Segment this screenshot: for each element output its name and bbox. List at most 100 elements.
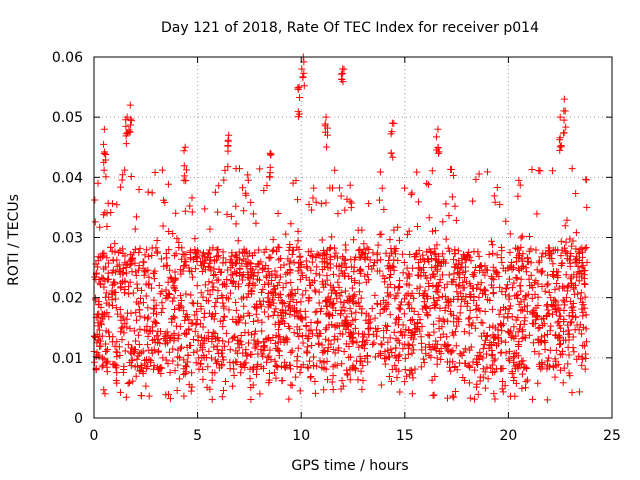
- data-point: [453, 366, 461, 374]
- data-point: [537, 269, 545, 277]
- data-point: [254, 350, 262, 358]
- data-point: [399, 269, 407, 277]
- chart-title: Day 121 of 2018, Rate Of TEC Index for r…: [161, 20, 539, 36]
- data-point: [266, 149, 274, 157]
- data-point: [274, 281, 282, 289]
- data-point: [132, 213, 140, 221]
- data-point: [286, 298, 294, 306]
- data-point: [565, 336, 573, 344]
- data-point: [475, 293, 483, 301]
- data-point: [322, 199, 330, 207]
- data-point: [474, 281, 482, 289]
- data-point: [164, 360, 172, 368]
- data-point: [329, 363, 337, 371]
- data-point: [450, 255, 458, 263]
- data-point: [329, 270, 337, 278]
- data-point: [139, 258, 147, 266]
- data-point: [201, 281, 209, 289]
- data-point: [338, 360, 346, 368]
- data-point: [378, 184, 386, 192]
- data-point: [161, 198, 169, 206]
- data-point: [180, 307, 188, 315]
- data-point: [582, 244, 590, 252]
- data-point: [138, 392, 146, 400]
- data-point: [312, 198, 320, 206]
- data-point: [130, 348, 138, 356]
- data-point: [135, 367, 143, 375]
- data-point: [380, 355, 388, 363]
- data-point: [204, 250, 212, 258]
- data-point: [476, 263, 484, 271]
- data-point: [560, 95, 568, 103]
- data-point: [513, 361, 521, 369]
- data-point: [443, 358, 451, 366]
- data-point: [407, 316, 415, 324]
- data-point: [182, 258, 190, 266]
- data-point: [186, 247, 194, 255]
- data-point: [382, 321, 390, 329]
- data-point: [413, 319, 421, 327]
- data-point: [127, 115, 135, 123]
- data-point: [409, 341, 417, 349]
- data-point: [498, 321, 506, 329]
- data-point: [225, 306, 233, 314]
- data-point: [191, 235, 199, 243]
- data-point: [272, 305, 280, 313]
- data-point: [127, 362, 135, 370]
- data-point: [436, 304, 444, 312]
- data-point: [115, 343, 123, 351]
- data-point: [182, 363, 190, 371]
- data-point: [136, 325, 144, 333]
- data-point: [506, 329, 514, 337]
- data-point: [143, 246, 151, 254]
- data-point: [179, 250, 187, 258]
- data-point: [156, 290, 164, 298]
- data-point: [469, 358, 477, 366]
- data-point: [309, 353, 317, 361]
- data-point: [363, 336, 371, 344]
- data-point: [534, 302, 542, 310]
- data-point: [431, 245, 439, 253]
- y-axis-label: ROTI / TECUs: [6, 194, 22, 286]
- data-point: [270, 299, 278, 307]
- data-point: [543, 302, 551, 310]
- data-point: [119, 245, 127, 253]
- data-point: [188, 194, 196, 202]
- data-point: [526, 282, 534, 290]
- data-point: [238, 341, 246, 349]
- data-point: [214, 350, 222, 358]
- data-point: [510, 334, 518, 342]
- data-point: [169, 345, 177, 353]
- data-point: [435, 325, 443, 333]
- data-point: [506, 230, 514, 238]
- data-point: [546, 249, 554, 257]
- data-point: [546, 346, 554, 354]
- data-point: [568, 165, 576, 173]
- data-point: [290, 329, 298, 337]
- data-point: [481, 308, 489, 316]
- data-point: [499, 388, 507, 396]
- data-point: [145, 253, 153, 261]
- data-point: [428, 227, 436, 235]
- data-point: [295, 332, 303, 340]
- data-point: [493, 251, 501, 259]
- data-point: [298, 261, 306, 269]
- data-point: [407, 292, 415, 300]
- data-point: [552, 346, 560, 354]
- data-point: [371, 291, 379, 299]
- data-point: [439, 316, 447, 324]
- data-point: [518, 357, 526, 365]
- data-point: [565, 282, 573, 290]
- data-point: [127, 121, 135, 129]
- data-point: [547, 322, 555, 330]
- data-point: [111, 248, 119, 256]
- data-point: [345, 321, 353, 329]
- data-point: [551, 373, 559, 381]
- data-point: [287, 220, 295, 228]
- data-point: [362, 310, 370, 318]
- data-point: [534, 324, 542, 332]
- data-point: [528, 294, 536, 302]
- data-point: [498, 247, 506, 255]
- data-point: [558, 246, 566, 254]
- data-point: [356, 288, 364, 296]
